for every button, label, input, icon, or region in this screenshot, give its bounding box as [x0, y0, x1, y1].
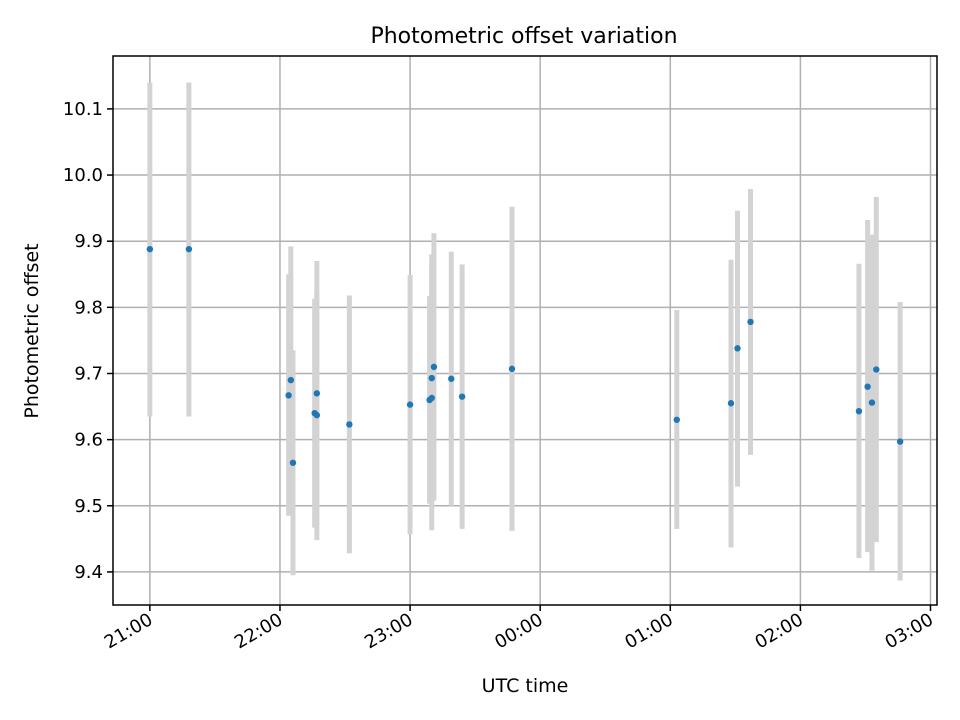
y-tick-label: 9.6 — [74, 430, 103, 451]
x-tick-label: 01:00 — [621, 609, 676, 653]
x-axis-ticks: 21:00 22:00 23:00 00:00 01:00 02:00 03:00 — [101, 605, 937, 653]
data-point — [430, 363, 438, 371]
data-point — [747, 318, 754, 326]
data-point — [873, 366, 880, 373]
data-point — [285, 392, 292, 399]
data-point — [458, 393, 466, 400]
x-tick-label: 02:00 — [751, 609, 806, 653]
data-point — [346, 421, 353, 428]
data-point — [428, 374, 435, 382]
data-points — [146, 245, 904, 466]
y-tick-label: 10.1 — [63, 99, 103, 120]
y-tick-label: 9.8 — [74, 297, 103, 318]
data-point — [406, 401, 414, 408]
data-point — [313, 390, 321, 397]
y-tick-label: 10.0 — [63, 165, 103, 186]
data-point — [313, 411, 321, 419]
data-point — [448, 375, 455, 382]
data-point — [864, 383, 871, 390]
x-tick-label: 23:00 — [361, 609, 416, 653]
x-axis-label: UTC time — [482, 675, 569, 697]
data-point — [289, 459, 297, 466]
data-point — [146, 245, 154, 253]
data-point — [868, 399, 876, 406]
data-point — [727, 400, 735, 407]
data-point — [185, 245, 193, 253]
x-tick-label: 03:00 — [882, 609, 937, 653]
plot-frame — [112, 55, 938, 606]
y-axis-ticks: 9.4 9.5 9.6 9.7 9.8 9.9 10.0 10.1 — [63, 99, 113, 583]
y-tick-label: 9.9 — [74, 231, 103, 252]
data-point — [734, 345, 741, 352]
data-point — [673, 416, 680, 423]
data-point — [855, 407, 863, 415]
x-tick-label: 22:00 — [231, 609, 286, 653]
y-tick-label: 9.7 — [74, 363, 103, 384]
y-tick-label: 9.4 — [74, 562, 103, 583]
grid-lines — [113, 56, 937, 605]
data-point — [508, 365, 516, 373]
data-point — [896, 438, 904, 445]
y-tick-label: 9.5 — [74, 496, 103, 517]
x-tick-label: 00:00 — [491, 609, 546, 653]
data-point — [428, 394, 435, 402]
y-axis-label: Photometric offset — [21, 243, 43, 418]
x-tick-label: 21:00 — [101, 609, 156, 653]
data-point — [287, 376, 295, 384]
chart-title: Photometric offset variation — [370, 24, 677, 49]
